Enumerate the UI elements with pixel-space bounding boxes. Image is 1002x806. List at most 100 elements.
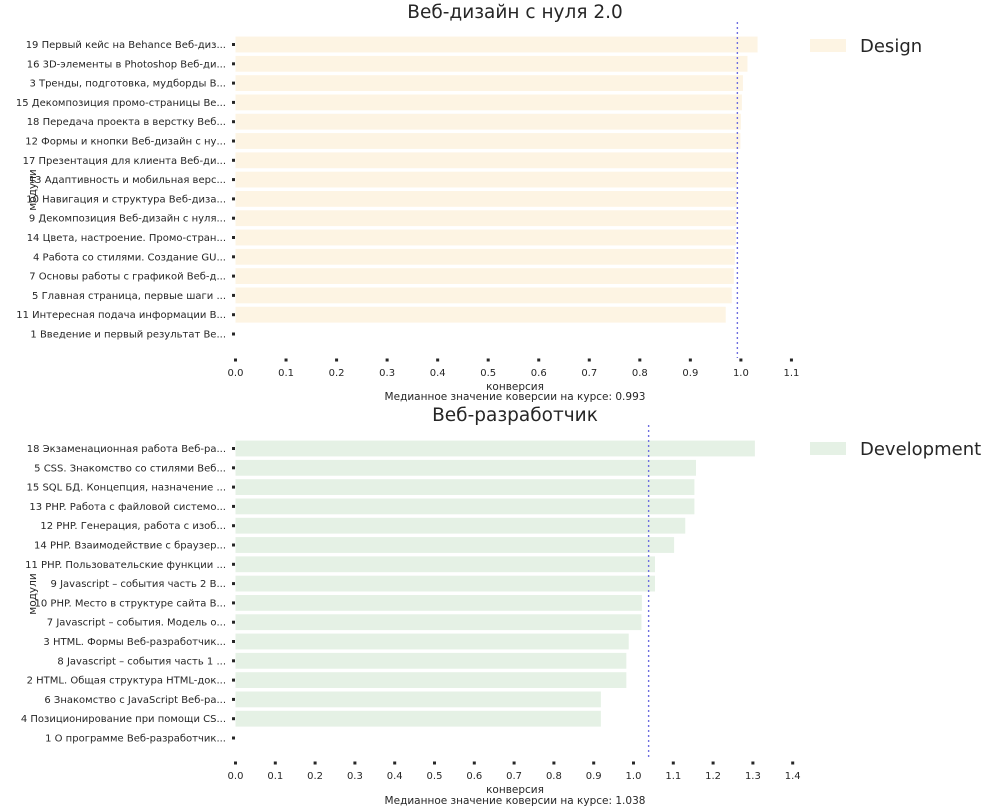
y-tick-mark (232, 582, 235, 586)
median-note: Медианное значение коверсии на курсе: 0.… (385, 391, 646, 403)
bar (235, 306, 726, 323)
x-tick-mark (393, 761, 397, 765)
x-tick-mark (472, 761, 476, 765)
bar (235, 210, 737, 227)
y-tick-label: 10 PHP. Место в структуре сайта В... (35, 598, 226, 609)
bar (235, 55, 748, 72)
x-tick-mark (791, 761, 795, 765)
x-tick-label: 0.6 (531, 368, 547, 379)
y-axis-label: модули (27, 573, 39, 614)
y-tick-mark (232, 601, 235, 605)
x-tick-label: 0.0 (228, 771, 244, 782)
legend-label: Development (860, 439, 981, 460)
x-tick-label: 0.8 (546, 771, 562, 782)
y-tick-mark (232, 81, 235, 85)
y-tick-label: 18 Передача проекта в верстку Веб... (27, 117, 226, 128)
y-tick-mark (232, 139, 235, 143)
x-tick-label: 0.5 (427, 771, 443, 782)
x-axis-label: конверсия (486, 381, 544, 393)
y-tick-mark (232, 504, 235, 508)
x-tick-label: 0.2 (307, 771, 323, 782)
bar (235, 537, 675, 553)
y-tick-label: 14 PHP. Взаимодействие с браузер... (34, 541, 226, 552)
x-axis-label: конверсия (486, 784, 544, 796)
y-axis-label: модули (27, 169, 39, 210)
y-tick-label: 9 Декомпозиция Веб-дизайн с нуля... (29, 214, 226, 225)
x-tick-label: 0.4 (387, 771, 403, 782)
y-tick-label: 18 Экзаменационная работа Веб-ра... (27, 444, 226, 455)
x-tick-mark (537, 358, 541, 362)
x-tick-mark (335, 358, 339, 362)
y-tick-mark (232, 158, 235, 162)
bar (235, 498, 695, 515)
y-tick-mark (232, 197, 235, 201)
x-tick-label: 0.9 (682, 368, 698, 379)
x-tick-mark (436, 358, 440, 362)
y-tick-mark (232, 236, 235, 239)
y-tick-label: 1 О программе Веб-разработчик... (45, 734, 226, 745)
x-tick-mark (273, 761, 277, 765)
bar (235, 287, 732, 304)
bar (235, 691, 601, 708)
y-tick-mark (232, 332, 235, 336)
y-tick-label: 4 Позиционирование при помощи CS... (21, 714, 226, 725)
y-tick-label: 11 Интересная подача информации В... (16, 310, 226, 321)
x-tick-mark (234, 761, 237, 765)
y-tick-label: 5 CSS. Знакомство со стилями Веб... (34, 463, 226, 474)
bar (235, 171, 737, 188)
x-tick-label: 0.2 (329, 368, 345, 379)
y-tick-label: 11 PHP. Пользовательские функции ... (25, 560, 226, 571)
x-tick-label: 0.7 (506, 771, 522, 782)
x-tick-mark (486, 358, 490, 362)
x-tick-mark (385, 358, 389, 362)
x-tick-mark (789, 358, 793, 362)
y-tick-mark (232, 178, 235, 182)
x-tick-label: 1.2 (705, 771, 721, 782)
x-tick-mark (284, 358, 288, 362)
median-note: Медианное значение коверсии на курсе: 1.… (385, 795, 646, 806)
x-tick-label: 1.0 (733, 368, 749, 379)
x-tick-mark (552, 761, 556, 765)
bar (235, 229, 736, 246)
y-tick-label: 13 PHP. Работа с файловой системо... (29, 502, 226, 513)
y-tick-mark (232, 274, 235, 278)
y-tick-label: 14 Цвета, настроение. Промо-стран... (27, 233, 226, 244)
bar (235, 268, 734, 285)
bar (235, 614, 642, 631)
y-tick-label: 10 Навигация и структура Веб-диза... (26, 194, 226, 205)
bar (235, 152, 738, 169)
x-tick-label: 0.5 (480, 368, 496, 379)
x-tick-mark (592, 761, 596, 765)
y-tick-mark (232, 255, 235, 259)
bar (235, 113, 741, 130)
bar (235, 190, 737, 207)
y-tick-mark (232, 543, 235, 547)
y-tick-label: 1 Введение и первый результат Ве... (30, 330, 226, 341)
y-tick-mark (232, 678, 235, 682)
x-tick-label: 0.1 (267, 771, 283, 782)
x-tick-mark (587, 358, 591, 362)
x-tick-mark (711, 761, 715, 765)
y-tick-label: 17 Презентация для клиента Веб-ди... (23, 156, 226, 167)
y-tick-mark (232, 562, 235, 566)
bar (235, 133, 741, 149)
y-tick-label: 6 Знакомство с JavaScript Веб-ра... (44, 695, 226, 706)
y-tick-mark (232, 100, 235, 104)
x-tick-mark (234, 358, 237, 362)
x-tick-mark (751, 761, 755, 765)
x-tick-label: 1.1 (783, 368, 799, 379)
y-tick-mark (232, 447, 235, 450)
y-tick-mark (232, 717, 235, 721)
x-tick-label: 1.0 (626, 771, 642, 782)
chart-panel-1: Веб-дизайн с нуля 2.0 модули 19 Первый кей… (16, 2, 922, 403)
bar (235, 633, 629, 650)
y-tick-label: 16 3D-элементы в Photoshop Веб-ди... (27, 59, 226, 70)
x-tick-label: 0.1 (278, 368, 294, 379)
x-tick-label: 0.3 (347, 771, 363, 782)
y-tick-mark (232, 43, 235, 46)
x-tick-mark (688, 358, 692, 362)
x-tick-label: 1.1 (665, 771, 681, 782)
y-tick-mark (232, 620, 235, 624)
x-tick-mark (512, 761, 516, 765)
x-tick-mark (353, 761, 357, 765)
